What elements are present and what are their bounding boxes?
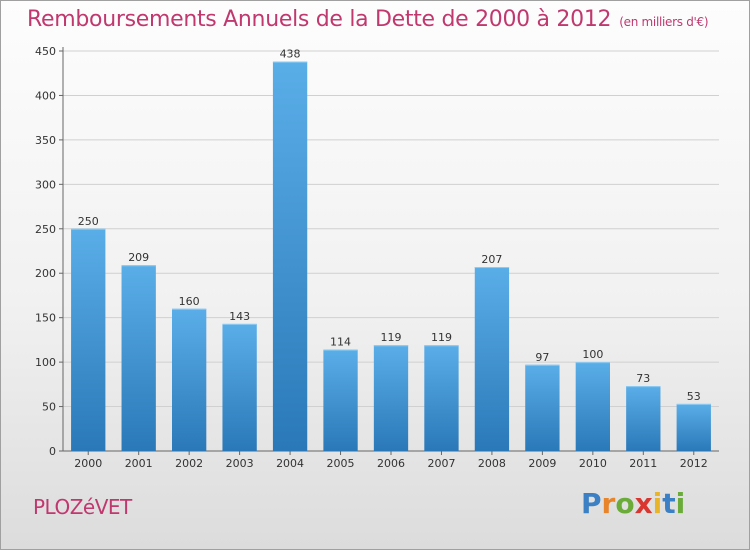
bar <box>272 61 308 452</box>
y-tick-label: 450 <box>35 45 56 58</box>
chart-title-text: Remboursements Annuels de la Dette de 20… <box>27 7 612 32</box>
bar <box>424 345 459 451</box>
y-tick-label: 400 <box>35 89 56 102</box>
x-tick-label: 2004 <box>276 457 304 470</box>
logo-letter: x <box>634 487 653 520</box>
y-tick-label: 350 <box>35 134 56 147</box>
data-label: 209 <box>128 251 149 264</box>
chart-title: Remboursements Annuels de la Dette de 20… <box>27 7 709 32</box>
bar <box>525 364 560 451</box>
data-label: 97 <box>535 351 549 364</box>
bar <box>71 228 106 451</box>
y-tick-label: 150 <box>35 312 56 325</box>
logo-letter: i <box>675 487 686 520</box>
x-tick-label: 2007 <box>427 457 455 470</box>
data-label: 250 <box>78 215 99 228</box>
x-tick-label: 2002 <box>175 457 203 470</box>
x-tick-label: 2008 <box>478 457 506 470</box>
logo-letter: i <box>652 487 663 520</box>
y-tick-label: 100 <box>35 356 56 369</box>
data-label: 53 <box>687 390 701 403</box>
y-tick-label: 300 <box>35 178 56 191</box>
x-tick-label: 2011 <box>629 457 657 470</box>
x-tick-label: 2000 <box>74 457 102 470</box>
bar <box>626 386 661 451</box>
x-tick-label: 2012 <box>680 457 708 470</box>
logo-letter: o <box>615 487 635 520</box>
bar <box>474 267 510 451</box>
bar <box>121 265 156 451</box>
data-label: 119 <box>381 331 402 344</box>
x-tick-label: 2009 <box>528 457 556 470</box>
bar <box>171 308 207 451</box>
data-label: 100 <box>582 348 603 361</box>
bar <box>575 362 611 451</box>
data-label: 207 <box>481 253 502 266</box>
proxiti-logo: Proxiti <box>581 487 685 520</box>
label-layer: 250 209 160 143 438 114 119 119 207 97 100 73 53 <box>78 48 701 403</box>
logo-letter: r <box>601 487 616 520</box>
y-tick-label: 50 <box>42 401 56 414</box>
bar <box>676 403 711 451</box>
x-tick-label: 2005 <box>327 457 355 470</box>
y-tick-label: 200 <box>35 267 56 280</box>
chart-subtitle: (en milliers d'€) <box>619 15 709 29</box>
data-label: 119 <box>431 331 452 344</box>
data-label: 438 <box>280 48 301 61</box>
data-label: 73 <box>636 372 650 385</box>
logo-letter: t <box>662 487 676 520</box>
bar <box>222 323 257 451</box>
commune-name: PLOZéVET <box>33 495 132 519</box>
x-tick-label: 2006 <box>377 457 405 470</box>
x-tick-label: 2003 <box>226 457 254 470</box>
y-tick-label: 0 <box>49 445 56 458</box>
logo-letter: P <box>581 487 602 520</box>
bar <box>323 349 358 451</box>
bar <box>373 345 409 451</box>
data-label: 114 <box>330 336 351 349</box>
data-label: 143 <box>229 310 250 323</box>
data-label: 160 <box>179 295 200 308</box>
x-tick-label: 2001 <box>125 457 153 470</box>
x-tick-label: 2010 <box>579 457 607 470</box>
y-tick-label: 250 <box>35 223 56 236</box>
bar-layer <box>71 61 711 452</box>
